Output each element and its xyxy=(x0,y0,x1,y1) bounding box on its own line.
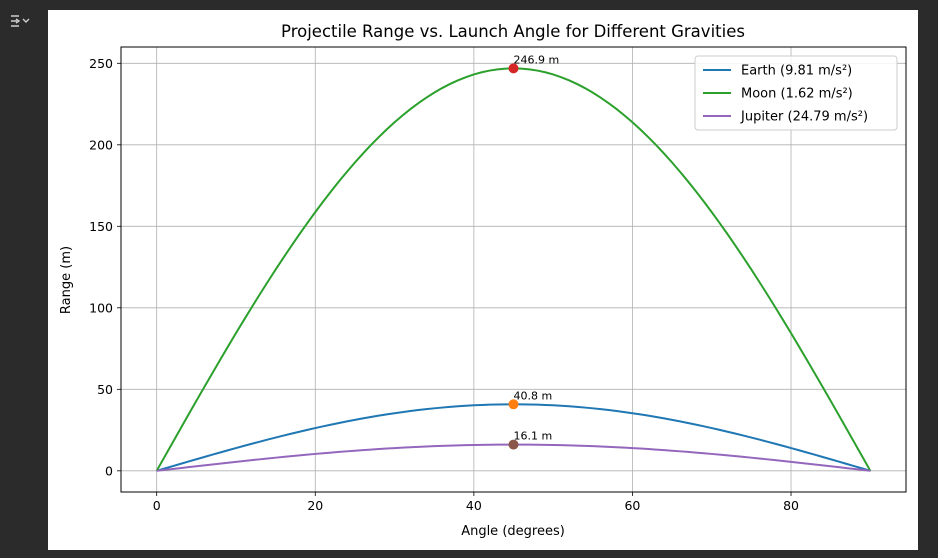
range-chart: 246.9 m 40.8 m 16.1 m 0 20 40 60 80 0 50 100 150 20… xyxy=(59,22,907,539)
y-tick-label: 250 xyxy=(89,56,113,71)
max-markers: 246.9 m 40.8 m 16.1 m xyxy=(508,53,560,450)
y-tick-label: 0 xyxy=(105,463,113,478)
legend-box xyxy=(694,55,898,131)
y-tick-label: 150 xyxy=(89,219,113,234)
max-marker-1 xyxy=(508,399,519,410)
x-tick-label: 20 xyxy=(307,498,323,513)
x-tick-label: 40 xyxy=(466,498,482,513)
chart-title: Projectile Range vs. Launch Angle for Di… xyxy=(281,22,745,41)
cell-output-area: 246.9 m 40.8 m 16.1 m 0 20 40 60 80 0 50 100 150 20… xyxy=(48,10,918,550)
max-marker-0 xyxy=(508,63,519,74)
plot-frame xyxy=(120,46,907,493)
legend-label-2: Jupiter (24.79 m/s²) xyxy=(740,110,868,125)
legend-label-1: Moon (1.62 m/s²) xyxy=(741,87,853,102)
y-axis-label: Range (m) xyxy=(59,246,74,314)
max-annotation-0: 246.9 m xyxy=(514,53,560,66)
y-tick-label: 50 xyxy=(97,382,113,397)
max-annotation-1: 40.8 m xyxy=(514,389,553,402)
legend-label-0: Earth (9.81 m/s²) xyxy=(741,64,852,79)
y-tick-label: 100 xyxy=(89,300,113,315)
grid xyxy=(121,47,906,492)
x-tick-label: 80 xyxy=(783,498,799,513)
max-annotation-2: 16.1 m xyxy=(514,430,553,443)
cell-gutter xyxy=(0,0,48,558)
x-tick-label: 0 xyxy=(153,498,161,513)
max-marker-2 xyxy=(508,439,519,450)
y-tick-label: 200 xyxy=(89,137,113,152)
x-tick-label: 60 xyxy=(624,498,640,513)
output-collapse-icon[interactable] xyxy=(8,10,34,32)
legend: Earth (9.81 m/s²) Moon (1.62 m/s²) Jupiter… xyxy=(694,55,898,131)
axis-ticks: 0 20 40 60 80 0 50 100 150 200 250 xyxy=(89,56,799,513)
x-axis-label: Angle (degrees) xyxy=(461,524,565,539)
